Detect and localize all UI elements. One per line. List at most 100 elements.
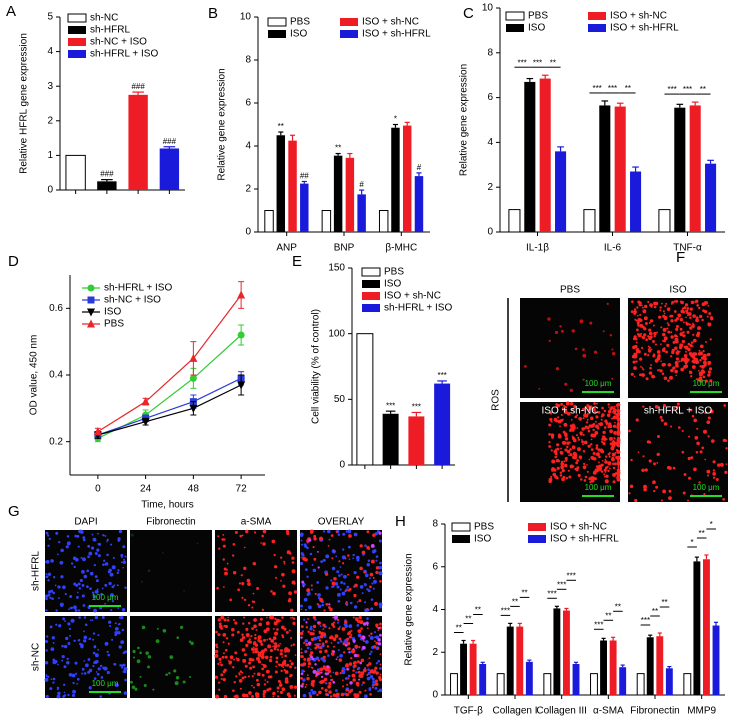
cell (375, 570, 379, 575)
cell (57, 663, 59, 666)
cell (311, 679, 316, 683)
cell (350, 633, 353, 636)
cell (666, 307, 671, 311)
cell (586, 426, 590, 430)
cell (140, 580, 143, 583)
cell (231, 554, 235, 557)
cell (563, 410, 568, 415)
cell (373, 684, 376, 687)
cell (662, 327, 667, 332)
cell (217, 618, 221, 622)
cell (306, 575, 309, 578)
cell (701, 318, 704, 322)
legend-label: ISO + sh-NC (362, 17, 419, 28)
cell (320, 646, 323, 650)
scale-bar-label: 100 μm (92, 593, 119, 602)
cell (80, 556, 83, 559)
cell (667, 363, 672, 367)
cell (547, 317, 551, 321)
cell (234, 621, 238, 625)
cell (319, 667, 324, 672)
cell (586, 418, 589, 421)
cell (586, 405, 590, 408)
cell (379, 663, 382, 666)
cell (680, 360, 683, 363)
cell (369, 669, 374, 674)
cell (79, 642, 82, 646)
cell (362, 639, 365, 642)
cell (124, 586, 127, 589)
cell (309, 552, 313, 556)
cell (217, 633, 221, 637)
cell (674, 346, 678, 351)
cell (300, 604, 303, 608)
cell (59, 560, 64, 565)
cell (247, 640, 251, 644)
cell (232, 666, 235, 669)
cell (300, 608, 303, 611)
column-title: DAPI (74, 517, 97, 528)
bar (712, 625, 720, 695)
cell (62, 585, 66, 590)
cell (312, 685, 315, 688)
cell (189, 675, 192, 679)
cell (366, 530, 370, 534)
cell (301, 580, 305, 584)
cell (559, 471, 563, 474)
cell (255, 629, 258, 631)
cell (675, 327, 679, 331)
cell (337, 641, 340, 644)
cell (104, 583, 108, 587)
scale-bar-label: 100 μm (693, 379, 720, 388)
cell (61, 655, 65, 659)
cell (61, 644, 64, 648)
cell (301, 630, 305, 633)
cell (698, 306, 701, 310)
cell (635, 348, 640, 352)
cell (364, 667, 366, 669)
cell (68, 634, 71, 637)
cell (107, 653, 110, 657)
cell (712, 472, 716, 476)
cell (639, 357, 643, 361)
cell (666, 465, 671, 470)
cell (113, 584, 116, 587)
cell (326, 665, 330, 669)
cell (233, 680, 236, 684)
cell (686, 307, 690, 310)
cell (76, 534, 80, 538)
cell (632, 360, 636, 364)
cell (278, 663, 282, 667)
bar (590, 673, 598, 696)
cell (311, 657, 315, 661)
cell (147, 665, 150, 669)
cell (576, 414, 579, 417)
cell (617, 465, 620, 468)
cell (589, 480, 592, 484)
micrograph (130, 530, 212, 612)
cell (607, 409, 612, 414)
cell (47, 544, 50, 547)
cell (369, 572, 374, 577)
cell (83, 660, 86, 662)
cell (291, 561, 295, 564)
panel-label: C (463, 5, 474, 22)
cell (648, 440, 652, 444)
x-tick-label: 48 (188, 484, 200, 495)
cell (325, 554, 330, 559)
cell (342, 532, 346, 536)
cell (65, 545, 69, 549)
cell (602, 430, 606, 435)
cell (360, 658, 365, 663)
cell (343, 651, 346, 654)
cell (703, 356, 707, 361)
cell (284, 679, 289, 684)
cell (712, 460, 716, 464)
cell (659, 306, 662, 309)
cell (290, 617, 292, 619)
cell (663, 312, 666, 315)
cell (359, 584, 364, 589)
bar (264, 210, 274, 233)
y-tick-label: 150 (328, 263, 345, 274)
cell (336, 585, 340, 589)
